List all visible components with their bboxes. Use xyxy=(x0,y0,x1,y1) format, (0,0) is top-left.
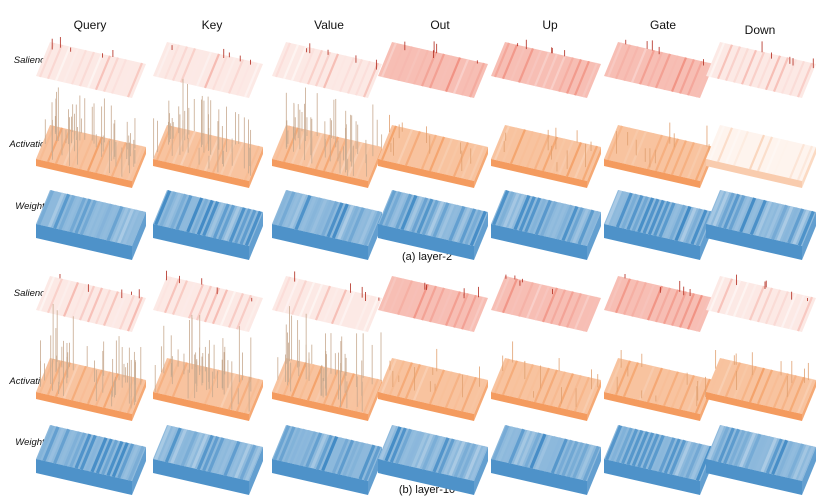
surface-plot-activation-gate-a xyxy=(604,122,714,188)
surface-plot-activation-key-b xyxy=(153,314,263,421)
column-label-down: Down xyxy=(744,23,776,37)
row-label-weight-b: Weight xyxy=(15,437,45,448)
surface-plot-activation-down-b xyxy=(706,350,816,421)
surface-plot-salience-up-b xyxy=(491,274,601,332)
surface-plot-salience-down-a xyxy=(706,41,816,98)
caption-a: (a) layer-2 xyxy=(401,251,453,263)
surface-plot-weight-query-b xyxy=(36,425,146,495)
surface-plot-salience-up-a xyxy=(491,39,601,98)
column-label-out: Out xyxy=(430,18,450,32)
surface-plot-weight-key-a xyxy=(153,190,263,260)
surface-plot-salience-out-b xyxy=(378,276,488,332)
column-label-value: Value xyxy=(314,18,344,32)
surface-plot-salience-value-b xyxy=(272,271,382,332)
surface-plot-salience-out-a xyxy=(378,41,488,98)
surface-plot-weight-gate-b xyxy=(604,425,714,495)
surface-plot-weight-down-b xyxy=(706,425,816,495)
surface-plot-activation-up-b xyxy=(491,341,601,421)
row-label-weight-a: Weight xyxy=(15,201,45,212)
surface-plot-weight-up-b xyxy=(491,425,601,495)
surface-plot-salience-gate-b xyxy=(604,273,714,332)
surface-plot-activation-down-a xyxy=(706,125,816,188)
surface-plot-weight-up-a xyxy=(491,190,601,260)
surface-plot-activation-query-a xyxy=(36,87,146,188)
surface-plot-weight-down-a xyxy=(706,190,816,260)
surface-plot-weight-value-a xyxy=(272,190,382,260)
column-label-query: Query xyxy=(73,18,107,32)
surface-plot-activation-out-a xyxy=(378,114,488,188)
row-label-activation-a: Activation xyxy=(9,139,51,150)
surface-plot-weight-value-b xyxy=(272,425,382,495)
surface-plot-weight-out-b xyxy=(378,425,488,495)
surface-plot-salience-gate-a xyxy=(604,39,714,98)
surface-plot-activation-gate-b xyxy=(604,350,714,421)
surface-plot-weight-out-a xyxy=(378,190,488,260)
surface-plot-weight-query-a xyxy=(36,190,146,260)
surface-plot-activation-value-b xyxy=(272,306,382,421)
surface-plot-salience-query-b xyxy=(36,274,146,332)
surface-plot-activation-value-a xyxy=(272,87,383,188)
row-label-salience-b: Salience xyxy=(13,288,51,299)
column-label-gate: Gate xyxy=(649,18,676,32)
surface-plot-activation-up-a xyxy=(491,125,601,188)
row-label-salience-a: Salience xyxy=(13,55,51,66)
column-label-key: Key xyxy=(201,18,223,32)
surface-plot-salience-value-a xyxy=(272,42,382,98)
surface-plot-weight-gate-a xyxy=(604,190,714,260)
column-label-up: Up xyxy=(542,18,558,32)
surface-plot-weight-key-b xyxy=(153,425,263,495)
surface-plot-activation-query-b xyxy=(36,303,146,421)
row-label-activation-b: Activation xyxy=(9,376,51,387)
surface-plot-salience-down-b xyxy=(706,274,816,332)
surface-plot-salience-key-a xyxy=(153,42,263,98)
surface-plot-activation-key-a xyxy=(153,78,263,188)
surface-plot-salience-query-a xyxy=(36,37,146,98)
surface-plot-activation-out-b xyxy=(378,348,488,421)
surface-plot-salience-key-b xyxy=(153,270,263,332)
